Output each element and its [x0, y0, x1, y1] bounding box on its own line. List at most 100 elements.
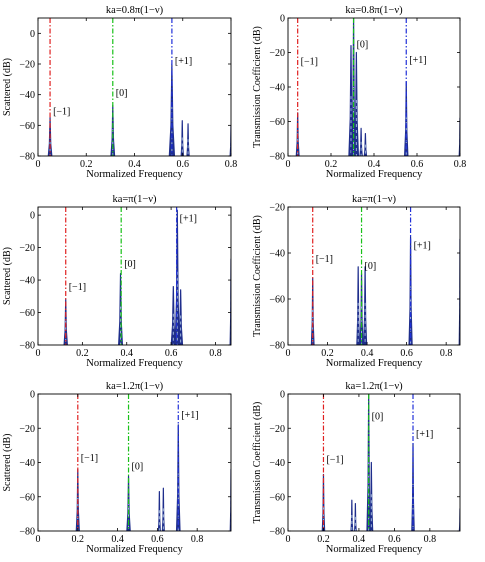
y-tick-label: −60 [269, 492, 285, 503]
y-tick-label: −60 [19, 492, 35, 503]
chart-panel-1: 0 0.2 0.4 0.6 0.8 0 −20 −40 −60 −80 ka=0.8π(1−ν) No… [2, 5, 237, 180]
chart-panel-2: 0 0.2 0.4 0.6 0.8 0 −20 −40 −60 −80 ka=0.8π(1−ν) No… [252, 5, 466, 180]
y-tick-label: −40 [269, 249, 285, 260]
chart-title: ka=1.2π(1−ν) [106, 381, 164, 392]
x-tick-label: 0.6 [151, 534, 164, 545]
y-axis-label: Scattered (dB) [2, 58, 13, 116]
chart-title: ka=0.8π(1−ν) [345, 5, 403, 16]
plot-area [47, 18, 231, 156]
order-label-1: [−1] [316, 254, 333, 265]
x-tick-label: 0.2 [317, 534, 330, 545]
y-tick-label: −80 [19, 341, 35, 352]
x-axis-label: Normalized Frequency [326, 169, 423, 180]
plot-area [295, 18, 460, 156]
y-tick-label: −20 [269, 424, 285, 435]
y-tick-label: −60 [269, 295, 285, 306]
y-tick-label: −20 [269, 48, 285, 59]
x-tick-label: 0.4 [120, 348, 133, 359]
x-tick-label: 0 [36, 534, 41, 545]
order-label-2: [0] [132, 461, 144, 472]
peak-2 [356, 266, 361, 345]
y-tick-label: 0 [30, 211, 35, 222]
axes-frame [287, 17, 461, 157]
x-tick-label: 0.6 [388, 534, 401, 545]
x-tick-label: 0.8 [424, 534, 437, 545]
x-tick-label: 0 [286, 534, 291, 545]
y-tick-label: 0 [30, 390, 35, 401]
x-tick-label: 0.4 [361, 348, 374, 359]
order-label-3: [+1] [181, 410, 198, 421]
chart-panel-6: 0 0.2 0.4 0.6 0.8 0 −20 −40 −60 −80 ka=1.2π(1−ν) No… [252, 381, 461, 555]
order-label-1: [−1] [301, 57, 318, 68]
x-tick-label: 0 [286, 159, 291, 170]
y-tick-label: −20 [19, 243, 35, 254]
x-tick-label: 0.6 [177, 159, 190, 170]
x-tick-label: 0.4 [128, 159, 141, 170]
x-tick-label: 0.8 [209, 348, 222, 359]
order-label-1: [−1] [326, 455, 343, 466]
y-tick-label: −40 [19, 90, 35, 101]
y-tick-label: 0 [30, 29, 35, 40]
y-axis-label: Transmission Coefficient (dB) [252, 402, 263, 524]
y-tick-label: −80 [269, 527, 285, 538]
y-tick-label: −40 [269, 83, 285, 94]
order-label-2: [0] [116, 88, 128, 99]
x-tick-label: 0.8 [225, 159, 238, 170]
x-axis-label: Normalized Frequency [86, 358, 183, 369]
y-tick-label: −80 [269, 152, 285, 163]
plot-area [63, 207, 231, 345]
y-tick-label: −60 [269, 117, 285, 128]
x-tick-label: 0.8 [454, 159, 467, 170]
axes-frame [287, 206, 461, 346]
chart-title: ka=1.2π(1−ν) [345, 381, 403, 392]
y-tick-label: −40 [19, 276, 35, 287]
peak-4 [362, 266, 368, 345]
y-tick-label: −40 [269, 458, 285, 469]
chart-panel-3: 0 0.2 0.4 0.6 0.8 0 −20 −40 −60 −80 ka=π(1−ν) Norma… [2, 194, 232, 369]
y-tick-label: 0 [280, 390, 285, 401]
y-axis-label: Scattered (dB) [2, 247, 13, 305]
y-tick-label: −80 [19, 152, 35, 163]
peak-5 [369, 461, 374, 531]
x-axis-label: Normalized Frequency [86, 544, 183, 555]
chart-title: ka=π(1−ν) [352, 194, 397, 205]
y-tick-label: −60 [19, 121, 35, 132]
order-label-2: [0] [357, 39, 369, 50]
x-tick-label: 0.6 [400, 348, 413, 359]
order-label-3: [+1] [409, 55, 426, 66]
chart-panel-4: 0 0.2 0.4 0.6 0.8 −20 −40 −60 −80 ka=π(1−ν) Normal… [252, 194, 461, 369]
order-label-1: [−1] [81, 453, 98, 464]
chart-title: ka=0.8π(1−ν) [106, 5, 164, 16]
y-axis-label: Transmission Coefficient (dB) [252, 215, 263, 337]
order-label-2: [0] [372, 412, 384, 423]
order-label-2: [0] [365, 261, 377, 272]
y-tick-label: −20 [19, 60, 35, 71]
y-axis-label: Transmission Coefficient (dB) [252, 26, 263, 148]
order-label-2: [0] [124, 259, 136, 270]
x-tick-label: 0.8 [191, 534, 204, 545]
order-label-3: [+1] [175, 56, 192, 67]
x-tick-label: 0.6 [165, 348, 178, 359]
x-axis-label: Normalized Frequency [326, 544, 423, 555]
x-axis-label: Normalized Frequency [86, 169, 183, 180]
x-tick-label: 0.2 [321, 348, 334, 359]
order-label-3: [+1] [414, 240, 431, 251]
order-label-3: [+1] [416, 429, 433, 440]
x-tick-label: 0.8 [440, 348, 453, 359]
x-tick-label: 0.2 [76, 348, 89, 359]
y-tick-label: −20 [19, 424, 35, 435]
y-tick-label: −80 [19, 527, 35, 538]
x-tick-label: 0.4 [111, 534, 124, 545]
chart-title: ka=π(1−ν) [112, 194, 157, 205]
x-tick-label: 0.4 [368, 159, 381, 170]
x-tick-label: 0.2 [80, 159, 93, 170]
x-tick-label: 0.6 [411, 159, 424, 170]
x-tick-label: 0.4 [353, 534, 366, 545]
y-tick-label: 0 [280, 14, 285, 25]
peak-4 [174, 209, 181, 345]
order-label-3: [+1] [180, 214, 197, 225]
y-tick-label: −60 [19, 308, 35, 319]
plot-area [75, 394, 231, 531]
y-tick-label: −20 [269, 203, 285, 214]
